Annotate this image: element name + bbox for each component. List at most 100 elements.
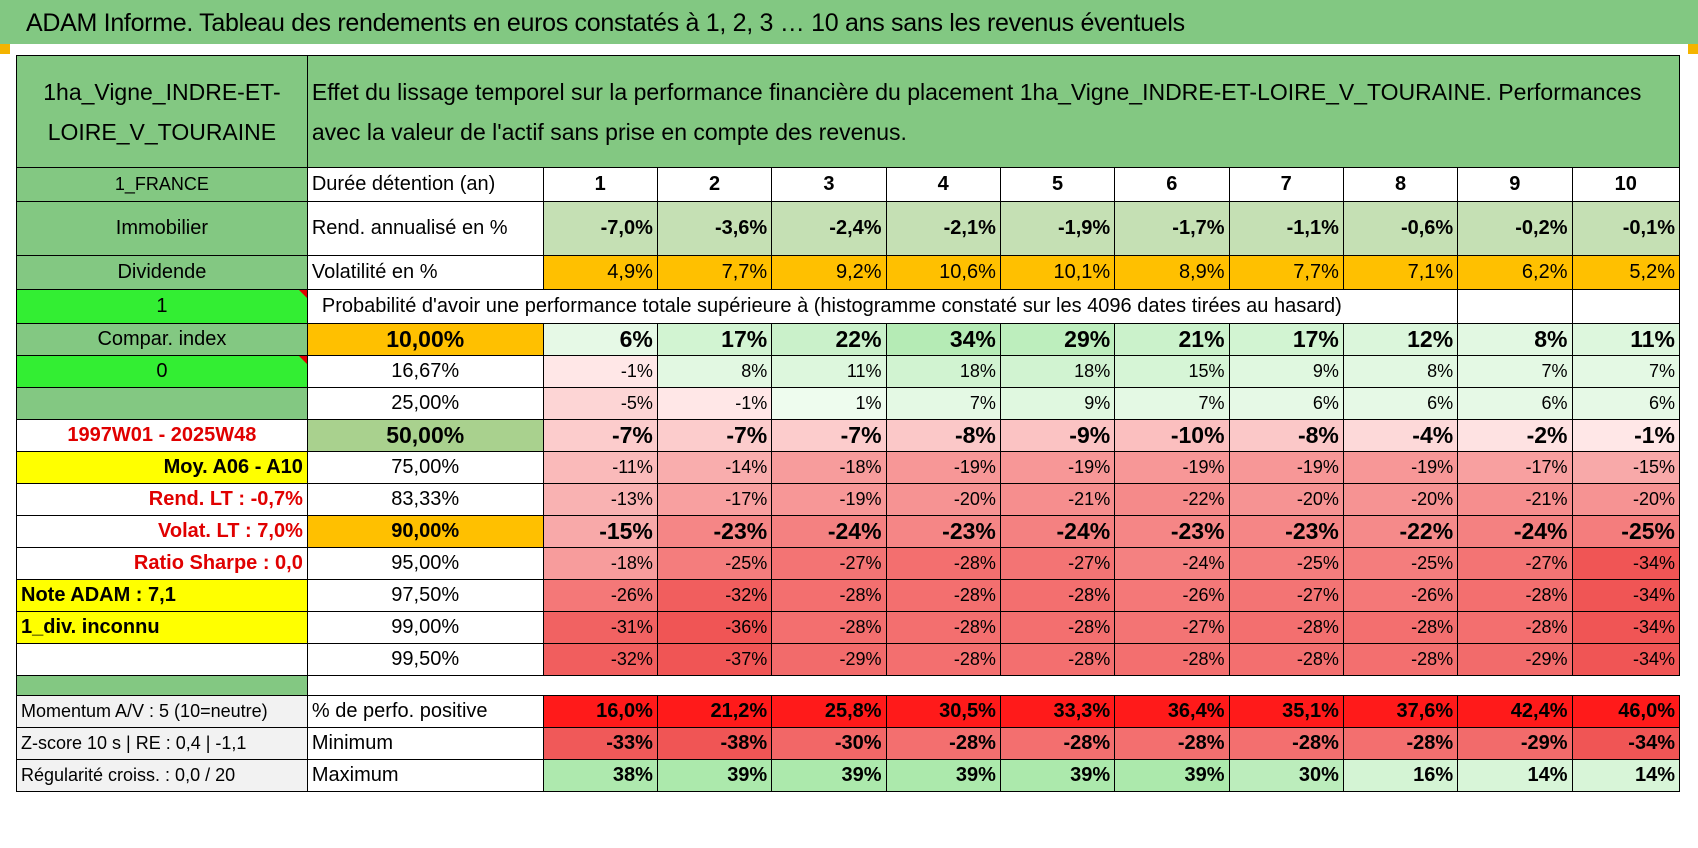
maximum-cell: 39%	[999, 759, 1116, 792]
quantile-cell: -28%	[1342, 643, 1459, 676]
probability-header-row: 1 Probabilité d'avoir une performance to…	[16, 289, 1681, 324]
average-label: Moy. A06 - A10	[16, 451, 308, 484]
quantile-cell: 12%	[1342, 323, 1459, 356]
quantile-cell: -28%	[771, 611, 887, 644]
volatility-label: Volatilité en %	[306, 255, 544, 290]
quantile-cell: -32%	[542, 643, 658, 676]
quantile-cell: 9%	[999, 387, 1116, 420]
quantile-cell: -17%	[656, 483, 773, 516]
quantile-cell: -25%	[1571, 515, 1681, 548]
quantile-cell: -1%	[1571, 419, 1681, 452]
year-header: 4	[885, 167, 1001, 202]
quantile-label: 50,00%	[306, 419, 544, 452]
annual-return-cell: -2,4%	[771, 201, 887, 256]
volatility-row: Dividende Volatilité en % 4,9% 7,7% 9,2% 10…	[16, 255, 1681, 290]
quantile-cell: -20%	[885, 483, 1001, 516]
quantile-cell: 22%	[771, 323, 887, 356]
quantile-cell: 18%	[999, 355, 1116, 388]
quantile-cell: -29%	[1457, 643, 1573, 676]
spacer-cell	[307, 675, 1680, 696]
quantile-cell: -26%	[1342, 579, 1459, 612]
quantile-cell: -13%	[542, 483, 658, 516]
quantile-cell: 18%	[885, 355, 1001, 388]
positive-perf-cell: 35,1%	[1228, 695, 1344, 728]
maximum-cell: 16%	[1342, 759, 1459, 792]
quantile-row: 99,50% -32% -37% -29% -28% -28% -28% -28% -28% -2…	[16, 643, 1681, 676]
quantile-cell: -23%	[1228, 515, 1344, 548]
quantile-cell: 17%	[656, 323, 773, 356]
selector-zero[interactable]: 0	[16, 355, 308, 388]
quantile-cell: -8%	[1228, 419, 1344, 452]
quantile-cell: -27%	[1457, 547, 1573, 580]
quantile-cell: 15%	[1114, 355, 1230, 388]
minimum-cell: -28%	[885, 727, 1001, 760]
maximum-cell: 39%	[656, 759, 773, 792]
probability-label: Probabilité d'avoir une performance tota…	[306, 289, 1459, 324]
volatility-cell: 4,9%	[542, 255, 658, 290]
quantile-cell: -8%	[885, 419, 1001, 452]
blank-label	[16, 643, 308, 676]
positive-perf-cell: 21,2%	[656, 695, 773, 728]
quantile-cell: -25%	[1228, 547, 1344, 580]
quantile-cell: -24%	[999, 515, 1116, 548]
quantile-cell: -25%	[656, 547, 773, 580]
quantile-cell: 11%	[1571, 323, 1681, 356]
selector-one[interactable]: 1	[16, 289, 308, 324]
quantile-label: 97,50%	[306, 579, 544, 612]
annual-return-cell: -0,2%	[1457, 201, 1573, 256]
year-header: 6	[1114, 167, 1230, 202]
returns-table: 1ha_Vigne_INDRE-ET-LOIRE_V_TOURAINE Effe…	[16, 55, 1681, 792]
quantile-cell: 7%	[885, 387, 1001, 420]
quantile-cell: -23%	[656, 515, 773, 548]
volatility-cell: 10,6%	[885, 255, 1001, 290]
quantile-cell: -26%	[542, 579, 658, 612]
annual-return-cell: -1,1%	[1228, 201, 1344, 256]
sharpe-ratio: Ratio Sharpe : 0,0	[16, 547, 308, 580]
quantile-cell: -4%	[1342, 419, 1459, 452]
quantile-cell: -22%	[1114, 483, 1230, 516]
quantile-cell: -27%	[999, 547, 1116, 580]
quantile-cell: -28%	[885, 579, 1001, 612]
quantile-cell: -24%	[1114, 547, 1230, 580]
positive-perf-cell: 33,3%	[999, 695, 1116, 728]
maximum-cell: 39%	[1114, 759, 1230, 792]
annual-return-cell: -7,0%	[542, 201, 658, 256]
quantile-cell: -2%	[1457, 419, 1573, 452]
quantile-row: Moy. A06 - A10 75,00% -11% -14% -18% -19% -19%…	[16, 451, 1681, 484]
quantile-cell: 29%	[999, 323, 1116, 356]
maximum-cell: 30%	[1228, 759, 1344, 792]
volatility-cell: 7,7%	[656, 255, 773, 290]
year-header: 2	[656, 167, 773, 202]
quantile-cell: 17%	[1228, 323, 1344, 356]
quantile-cell: -19%	[771, 483, 887, 516]
quantile-cell: -28%	[1457, 611, 1573, 644]
year-header: 8	[1342, 167, 1459, 202]
positive-perf-cell: 37,6%	[1342, 695, 1459, 728]
quantile-cell: 6%	[1571, 387, 1681, 420]
positive-perf-cell: 30,5%	[885, 695, 1001, 728]
category-label: Immobilier	[16, 201, 308, 256]
period-label: 1997W01 - 2025W48	[16, 419, 308, 452]
quantile-cell: -15%	[1571, 451, 1681, 484]
quantile-row: Compar. index 10,00% 6% 17% 22% 34% 29% 21% 17% 1…	[16, 323, 1681, 356]
quantile-cell: -14%	[656, 451, 773, 484]
quantile-cell: -7%	[656, 419, 773, 452]
quantile-cell: -29%	[771, 643, 887, 676]
quantile-cell: -9%	[999, 419, 1116, 452]
quantile-cell: -28%	[885, 547, 1001, 580]
quantile-row: Ratio Sharpe : 0,0 95,00% -18% -25% -27% -28%…	[16, 547, 1681, 580]
quantile-label: 99,00%	[306, 611, 544, 644]
compar-index-label: Compar. index	[16, 323, 308, 356]
quantile-row: 1997W01 - 2025W48 50,00% -7% -7% -7% -8% -9% -1…	[16, 419, 1681, 452]
empty-cell	[1571, 289, 1681, 324]
country-label: 1_FRANCE	[16, 167, 308, 202]
quantile-cell: -28%	[1114, 643, 1230, 676]
annual-return-cell: -1,9%	[999, 201, 1116, 256]
perf_pos-label: % de perfo. positive	[306, 695, 544, 728]
quantile-cell: -19%	[1114, 451, 1230, 484]
long-term-volatility: Volat. LT : 7,0%	[16, 515, 308, 548]
quantile-cell: 6%	[1342, 387, 1459, 420]
annual-return-row: Immobilier Rend. annualisé en % -7,0% -3,…	[16, 201, 1681, 256]
quantile-cell: 6%	[1228, 387, 1344, 420]
quantile-cell: -31%	[542, 611, 658, 644]
